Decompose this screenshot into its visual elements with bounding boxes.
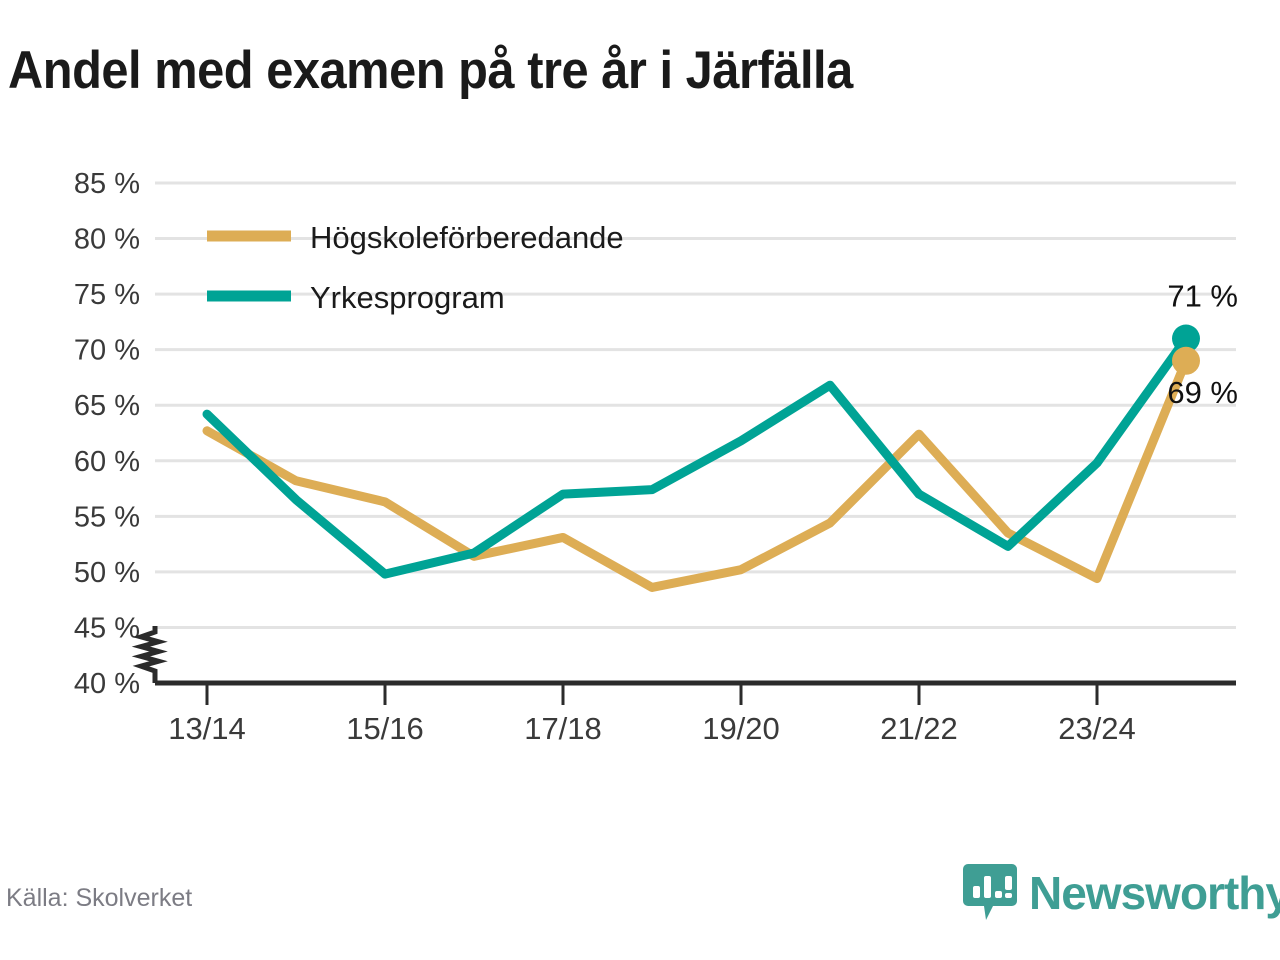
x-tick-label: 13/14	[168, 711, 246, 746]
page-title: Andel med examen på tre år i Järfälla	[8, 41, 853, 100]
x-tick-label: 19/20	[702, 711, 780, 746]
newsworthy-logo[interactable]: Newsworthy	[962, 862, 1280, 924]
x-tick-label: 21/22	[880, 711, 958, 746]
series-line-hogskoleforberedande	[202, 356, 1191, 592]
y-tick-label: 70 %	[74, 335, 140, 367]
end-label-yrkesprogram: 71 %	[1167, 279, 1238, 314]
x-tick-label: 23/24	[1058, 711, 1136, 746]
source-note: Källa: Skolverket	[6, 884, 193, 912]
x-tick-label: 17/18	[524, 711, 602, 746]
x-axis-tick-labels: 13/14 15/16 17/18 19/20 21/22 23/24	[168, 711, 1136, 746]
series-line-yrkesprogram	[202, 334, 1191, 579]
x-tick-label: 15/16	[346, 711, 424, 746]
end-value-labels-group: 71 % 69 %	[1167, 279, 1238, 410]
y-tick-label: 85 %	[74, 168, 140, 200]
y-tick-label: 75 %	[74, 279, 140, 311]
x-axis	[155, 680, 1236, 705]
end-label-hogskoleforberedande: 69 %	[1167, 375, 1238, 410]
y-tick-label: 45 %	[74, 612, 140, 644]
end-marker-hogskoleforberedande	[1172, 346, 1200, 375]
y-axis-tick-labels: 85 % 80 % 75 % 70 % 65 % 60 % 55 % 50 % 45 % 40 %	[74, 168, 140, 700]
y-tick-label: 40 %	[74, 668, 140, 700]
end-markers-group	[1172, 324, 1200, 375]
legend-label-1: Yrkesprogram	[310, 280, 505, 315]
logo-wordmark: Newsworthy	[1029, 867, 1280, 919]
legend-label-0: Högskoleförberedande	[310, 220, 624, 255]
y-axis-break-icon	[131, 626, 168, 683]
legend: Högskoleförberedande Yrkesprogram	[207, 220, 624, 315]
axis-break-zigzag	[131, 626, 168, 683]
y-tick-label: 65 %	[74, 390, 140, 422]
series-lines-group	[202, 334, 1191, 592]
y-tick-label: 55 %	[74, 501, 140, 533]
bar-chart-speech-bubble-icon	[963, 864, 1017, 920]
end-marker-yrkesprogram	[1172, 324, 1200, 353]
y-tick-label: 80 %	[74, 224, 140, 256]
y-tick-label: 50 %	[74, 557, 140, 589]
y-tick-label: 60 %	[74, 446, 140, 478]
